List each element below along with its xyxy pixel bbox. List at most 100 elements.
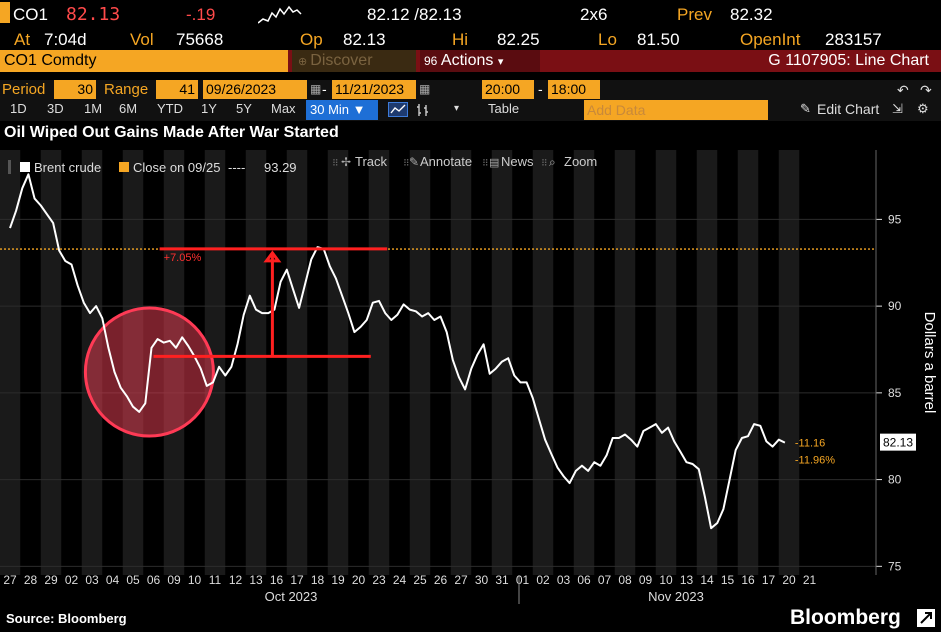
day-band — [614, 150, 636, 575]
day-band — [245, 150, 267, 575]
x-tick-label: 18 — [311, 573, 325, 587]
day-band — [655, 150, 677, 575]
sparkline-icon — [258, 5, 302, 24]
x-tick-label: 08 — [618, 573, 632, 587]
day-band — [778, 150, 800, 575]
range-1d[interactable]: 1D — [10, 101, 27, 116]
track-button[interactable]: Track — [355, 154, 388, 169]
open-price: 82.13 — [343, 30, 386, 49]
start-date-input[interactable]: 09/26/2023 — [203, 80, 307, 99]
legend-close-value: 93.29 — [264, 160, 297, 175]
last-price: 82.13 — [66, 4, 121, 25]
range-1m[interactable]: 1M — [84, 101, 103, 116]
news-button[interactable]: News — [501, 154, 534, 169]
range-1y[interactable]: 1Y — [201, 101, 217, 116]
at-time: 7:04d — [44, 30, 87, 49]
zoom-icon[interactable]: ⌕ — [549, 155, 556, 169]
annotate-button[interactable]: Annotate — [420, 154, 472, 169]
ticker[interactable]: CO1 — [13, 5, 48, 24]
y-tick-label: 95 — [888, 212, 902, 226]
calendar-icon[interactable]: ▦ — [310, 82, 322, 96]
range-5y[interactable]: 5Y — [236, 101, 252, 116]
quote-row-1: CO1 82.13 -.19 82.12 /82.13 2x6 Prev 82.… — [0, 2, 941, 27]
expand-arrow-icon — [920, 612, 932, 624]
range-input[interactable]: 41 — [156, 80, 198, 99]
x-tick-label: 19 — [331, 573, 345, 587]
period-input[interactable]: 30 — [54, 80, 96, 99]
open-interest: 283157 — [825, 30, 882, 49]
x-tick-label: 03 — [557, 573, 571, 587]
annotation-percent-label: +7.05% — [164, 252, 202, 264]
x-tick-label: 25 — [413, 573, 427, 587]
interval-select[interactable]: 30 Min ▼ — [306, 100, 378, 120]
edit-chart-button[interactable]: Edit Chart — [817, 101, 880, 117]
chart-function-title: G 1107905: Line Chart — [768, 52, 929, 69]
actions-number: 96 — [424, 54, 438, 68]
x-tick-label: 10 — [659, 573, 673, 587]
x-tick-label: 13 — [680, 573, 694, 587]
chevron-down-icon: ▾ — [497, 56, 504, 68]
discover-button[interactable]: ⊕ Discover — [292, 50, 416, 72]
net-change: -.19 — [186, 5, 216, 24]
crosshair-icon[interactable]: ✢ — [341, 155, 351, 169]
drag-handle-icon: ⠿ — [482, 158, 489, 168]
redo-icon[interactable]: ↷ — [920, 82, 932, 98]
discover-label: Discover — [310, 52, 373, 69]
bid-ask-size: 2x6 — [580, 5, 608, 24]
x-tick-label: 17 — [290, 573, 304, 587]
month-label-nov: Nov 2023 — [648, 589, 704, 604]
settings-icon[interactable]: ⚙ — [917, 101, 929, 116]
end-date-input[interactable]: 11/21/2023 — [332, 80, 416, 99]
range-ytd[interactable]: YTD — [157, 101, 183, 116]
x-tick-label: 07 — [598, 573, 612, 587]
bar-chart-icon[interactable] — [416, 103, 430, 117]
x-tick-label: 31 — [495, 573, 509, 587]
period-label: Period — [2, 81, 46, 98]
undo-icon[interactable]: ↶ — [897, 82, 909, 98]
prev-close: 82.32 — [730, 5, 773, 24]
prev-label: Prev — [677, 5, 712, 24]
table-button[interactable]: Table — [488, 101, 520, 116]
share-icon[interactable]: ⇲ — [892, 101, 903, 116]
add-data-input[interactable]: Add Data — [584, 100, 768, 120]
range-max[interactable]: Max — [271, 101, 296, 116]
x-axis-ticks: 27 28 29 02 03 04 05 06 09 10 11 12 13 16 17 18 19 20 23 24… — [3, 573, 816, 587]
open-interest-label: OpenInt — [740, 30, 801, 49]
line-chart-icon[interactable] — [388, 102, 408, 117]
percent-change-label: -11.96% — [795, 455, 835, 467]
y-axis-label: Dollars a barrel — [921, 312, 938, 414]
end-time-input[interactable]: 18:00 — [548, 80, 600, 99]
volume: 75668 — [176, 30, 224, 49]
x-tick-label: 01 — [516, 573, 530, 587]
annotate-icon[interactable]: ✎ — [409, 155, 419, 169]
range-6m[interactable]: 6M — [119, 101, 138, 116]
legend-handle[interactable] — [8, 160, 11, 174]
high-price: 82.25 — [497, 30, 540, 49]
news-icon[interactable]: ▤ — [489, 157, 499, 169]
bid-ask: 82.12 /82.13 — [367, 5, 462, 24]
x-tick-label: 21 — [803, 573, 817, 587]
x-tick-label: 20 — [782, 573, 796, 587]
legend-brent-label[interactable]: Brent crude — [34, 160, 101, 175]
day-band — [737, 150, 759, 575]
day-band — [696, 150, 718, 575]
actions-menu[interactable]: 96 Actions ▾ — [420, 50, 540, 72]
security-field[interactable]: CO1 Comdty — [0, 50, 288, 72]
range-controls: Period 30 Range 41 09/26/2023 ▦ - 11/21/… — [0, 80, 941, 99]
chart-type-dropdown-icon[interactable]: ▾ — [454, 103, 460, 114]
range-3d[interactable]: 3D — [47, 101, 64, 116]
drag-handle-icon: ⠿ — [332, 158, 339, 168]
drag-handle-icon: ⠿ — [403, 158, 410, 168]
pencil-icon[interactable]: ✎ — [800, 101, 811, 116]
calendar-icon[interactable]: ▦ — [419, 82, 431, 96]
x-tick-label: 03 — [85, 573, 99, 587]
day-band — [532, 150, 554, 575]
legend-close-dashes: ---- — [228, 160, 245, 175]
x-tick-label: 09 — [639, 573, 653, 587]
legend-close-label[interactable]: Close on 09/25 — [133, 160, 220, 175]
series-line-brent — [9, 173, 786, 530]
zoom-button[interactable]: Zoom — [564, 154, 597, 169]
day-band — [0, 150, 21, 575]
start-time-input[interactable]: 20:00 — [482, 80, 534, 99]
source-note: Source: Bloomberg — [6, 611, 127, 626]
